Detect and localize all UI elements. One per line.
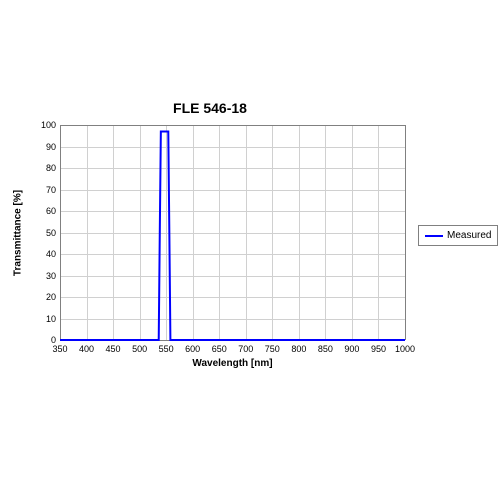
legend: Measured: [418, 225, 498, 246]
y-axis-label: Transmittance [%]: [13, 189, 24, 275]
x-tick-label: 450: [106, 344, 121, 354]
x-tick-label: 750: [265, 344, 280, 354]
chart-title: FLE 546-18: [0, 100, 420, 116]
x-tick-label: 600: [185, 344, 200, 354]
x-tick-label: 550: [159, 344, 174, 354]
x-tick-label: 400: [79, 344, 94, 354]
y-tick-label: 30: [36, 271, 56, 281]
series-line: [60, 125, 405, 340]
x-tick-label: 700: [238, 344, 253, 354]
y-tick-label: 50: [36, 228, 56, 238]
y-tick-label: 100: [36, 120, 56, 130]
y-tick-label: 20: [36, 292, 56, 302]
x-tick-label: 850: [318, 344, 333, 354]
y-tick-label: 80: [36, 163, 56, 173]
axis-border: [405, 125, 406, 340]
x-tick-label: 350: [52, 344, 67, 354]
legend-label: Measured: [447, 230, 491, 241]
y-tick-label: 70: [36, 185, 56, 195]
x-tick-label: 500: [132, 344, 147, 354]
x-axis-label: Wavelength [nm]: [192, 358, 272, 369]
legend-swatch: [425, 235, 443, 237]
x-tick-label: 800: [291, 344, 306, 354]
x-tick-label: 650: [212, 344, 227, 354]
x-tick-label: 1000: [395, 344, 415, 354]
x-tick-label: 900: [344, 344, 359, 354]
y-tick-label: 40: [36, 249, 56, 259]
y-tick-label: 10: [36, 314, 56, 324]
x-tick-label: 950: [371, 344, 386, 354]
y-tick-label: 90: [36, 142, 56, 152]
y-tick-label: 60: [36, 206, 56, 216]
